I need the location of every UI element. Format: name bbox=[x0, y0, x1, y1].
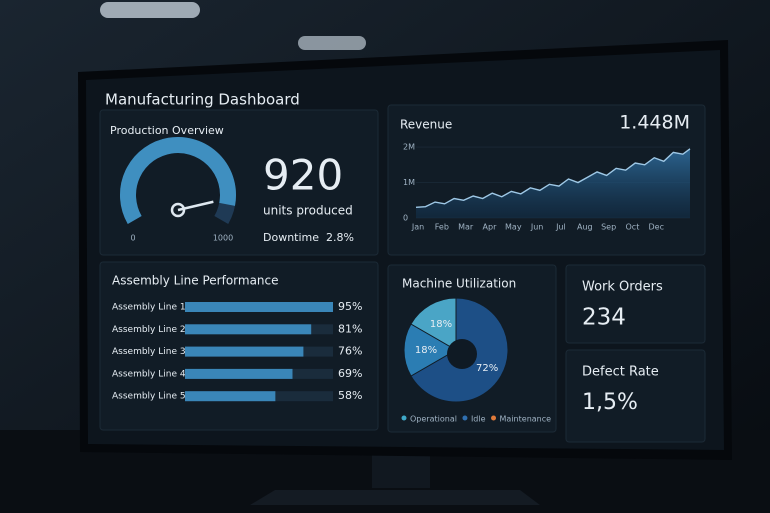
panel-title: Assembly Line Performance bbox=[112, 274, 279, 288]
bar-value-label: 81% bbox=[338, 322, 362, 335]
bar-value-label: 69% bbox=[338, 367, 362, 380]
x-tick-label: Oct bbox=[626, 223, 640, 232]
production-unit: units produced bbox=[263, 204, 353, 218]
bar bbox=[185, 346, 304, 357]
downtime-label: Downtime bbox=[263, 231, 319, 244]
bar-value-label: 58% bbox=[338, 389, 362, 402]
production-value: 920 bbox=[263, 151, 343, 200]
panel-title: Machine Utilization bbox=[402, 277, 516, 291]
gauge-min-label: 0 bbox=[130, 234, 135, 243]
legend-dot bbox=[401, 415, 407, 421]
bar-label: Assembly Line 4 bbox=[112, 369, 186, 379]
bar bbox=[185, 302, 333, 312]
x-tick-label: Aug bbox=[577, 223, 593, 232]
bar-value-label: 95% bbox=[338, 300, 362, 313]
panel bbox=[565, 349, 706, 443]
gauge-hub bbox=[170, 202, 186, 218]
pie-label: 18% bbox=[430, 319, 452, 330]
x-tick-label: Dec bbox=[649, 223, 664, 232]
pie-slice bbox=[403, 323, 457, 377]
bar-label: Assembly Line 2 bbox=[112, 325, 186, 335]
legend-dot bbox=[462, 415, 468, 421]
x-tick-label: May bbox=[505, 223, 522, 232]
revenue-line bbox=[415, 148, 691, 209]
legend-dot bbox=[491, 415, 497, 421]
bar-label: Assembly Line 5 bbox=[112, 392, 186, 402]
monitor-base bbox=[250, 490, 540, 505]
bar-label: Assembly Line 1 bbox=[112, 303, 186, 313]
legend-label: Idle bbox=[471, 415, 486, 424]
ceiling-light bbox=[100, 2, 200, 18]
x-tick-label: Jun bbox=[530, 223, 544, 232]
gauge-max-label: 1000 bbox=[213, 234, 233, 243]
y-tick-label: 2M bbox=[403, 143, 415, 152]
legend-label: Operational bbox=[410, 415, 457, 424]
panel bbox=[565, 264, 706, 344]
x-tick-label: Mar bbox=[458, 223, 474, 232]
revenue-area bbox=[416, 148, 690, 218]
pie-slice bbox=[410, 297, 457, 351]
panel-title: Production Overview bbox=[110, 124, 224, 137]
y-tick-label: 1M bbox=[403, 178, 415, 187]
x-tick-label: Sep bbox=[601, 223, 616, 232]
x-tick-label: Jan bbox=[411, 223, 424, 232]
bar bbox=[185, 368, 293, 379]
pie-label: 72% bbox=[476, 363, 498, 374]
bar bbox=[185, 391, 276, 402]
y-tick-label: 0 bbox=[403, 214, 408, 223]
defect-rate-value: 1,5% bbox=[582, 390, 638, 415]
downtime-value: 2.8% bbox=[326, 231, 354, 244]
bar bbox=[185, 324, 312, 335]
dashboard-title: Manufacturing Dashboard bbox=[105, 91, 300, 109]
pie-hole bbox=[447, 339, 477, 369]
bar-value-label: 76% bbox=[338, 345, 362, 358]
gauge-fill bbox=[120, 137, 236, 224]
panel-title: Work Orders bbox=[582, 280, 663, 295]
x-tick-label: Jul bbox=[555, 223, 566, 232]
panel-title: Defect Rate bbox=[582, 365, 659, 380]
pie-label: 18% bbox=[415, 345, 437, 356]
legend-label: Maintenance bbox=[500, 415, 552, 424]
work-orders-value: 234 bbox=[582, 305, 626, 331]
ceiling-light bbox=[298, 36, 366, 50]
panel-title: Revenue bbox=[400, 118, 452, 132]
x-tick-label: Apr bbox=[483, 223, 498, 232]
bar-label: Assembly Line 3 bbox=[112, 347, 186, 357]
revenue-total: 1.448M bbox=[619, 112, 690, 134]
x-tick-label: Feb bbox=[435, 223, 449, 232]
